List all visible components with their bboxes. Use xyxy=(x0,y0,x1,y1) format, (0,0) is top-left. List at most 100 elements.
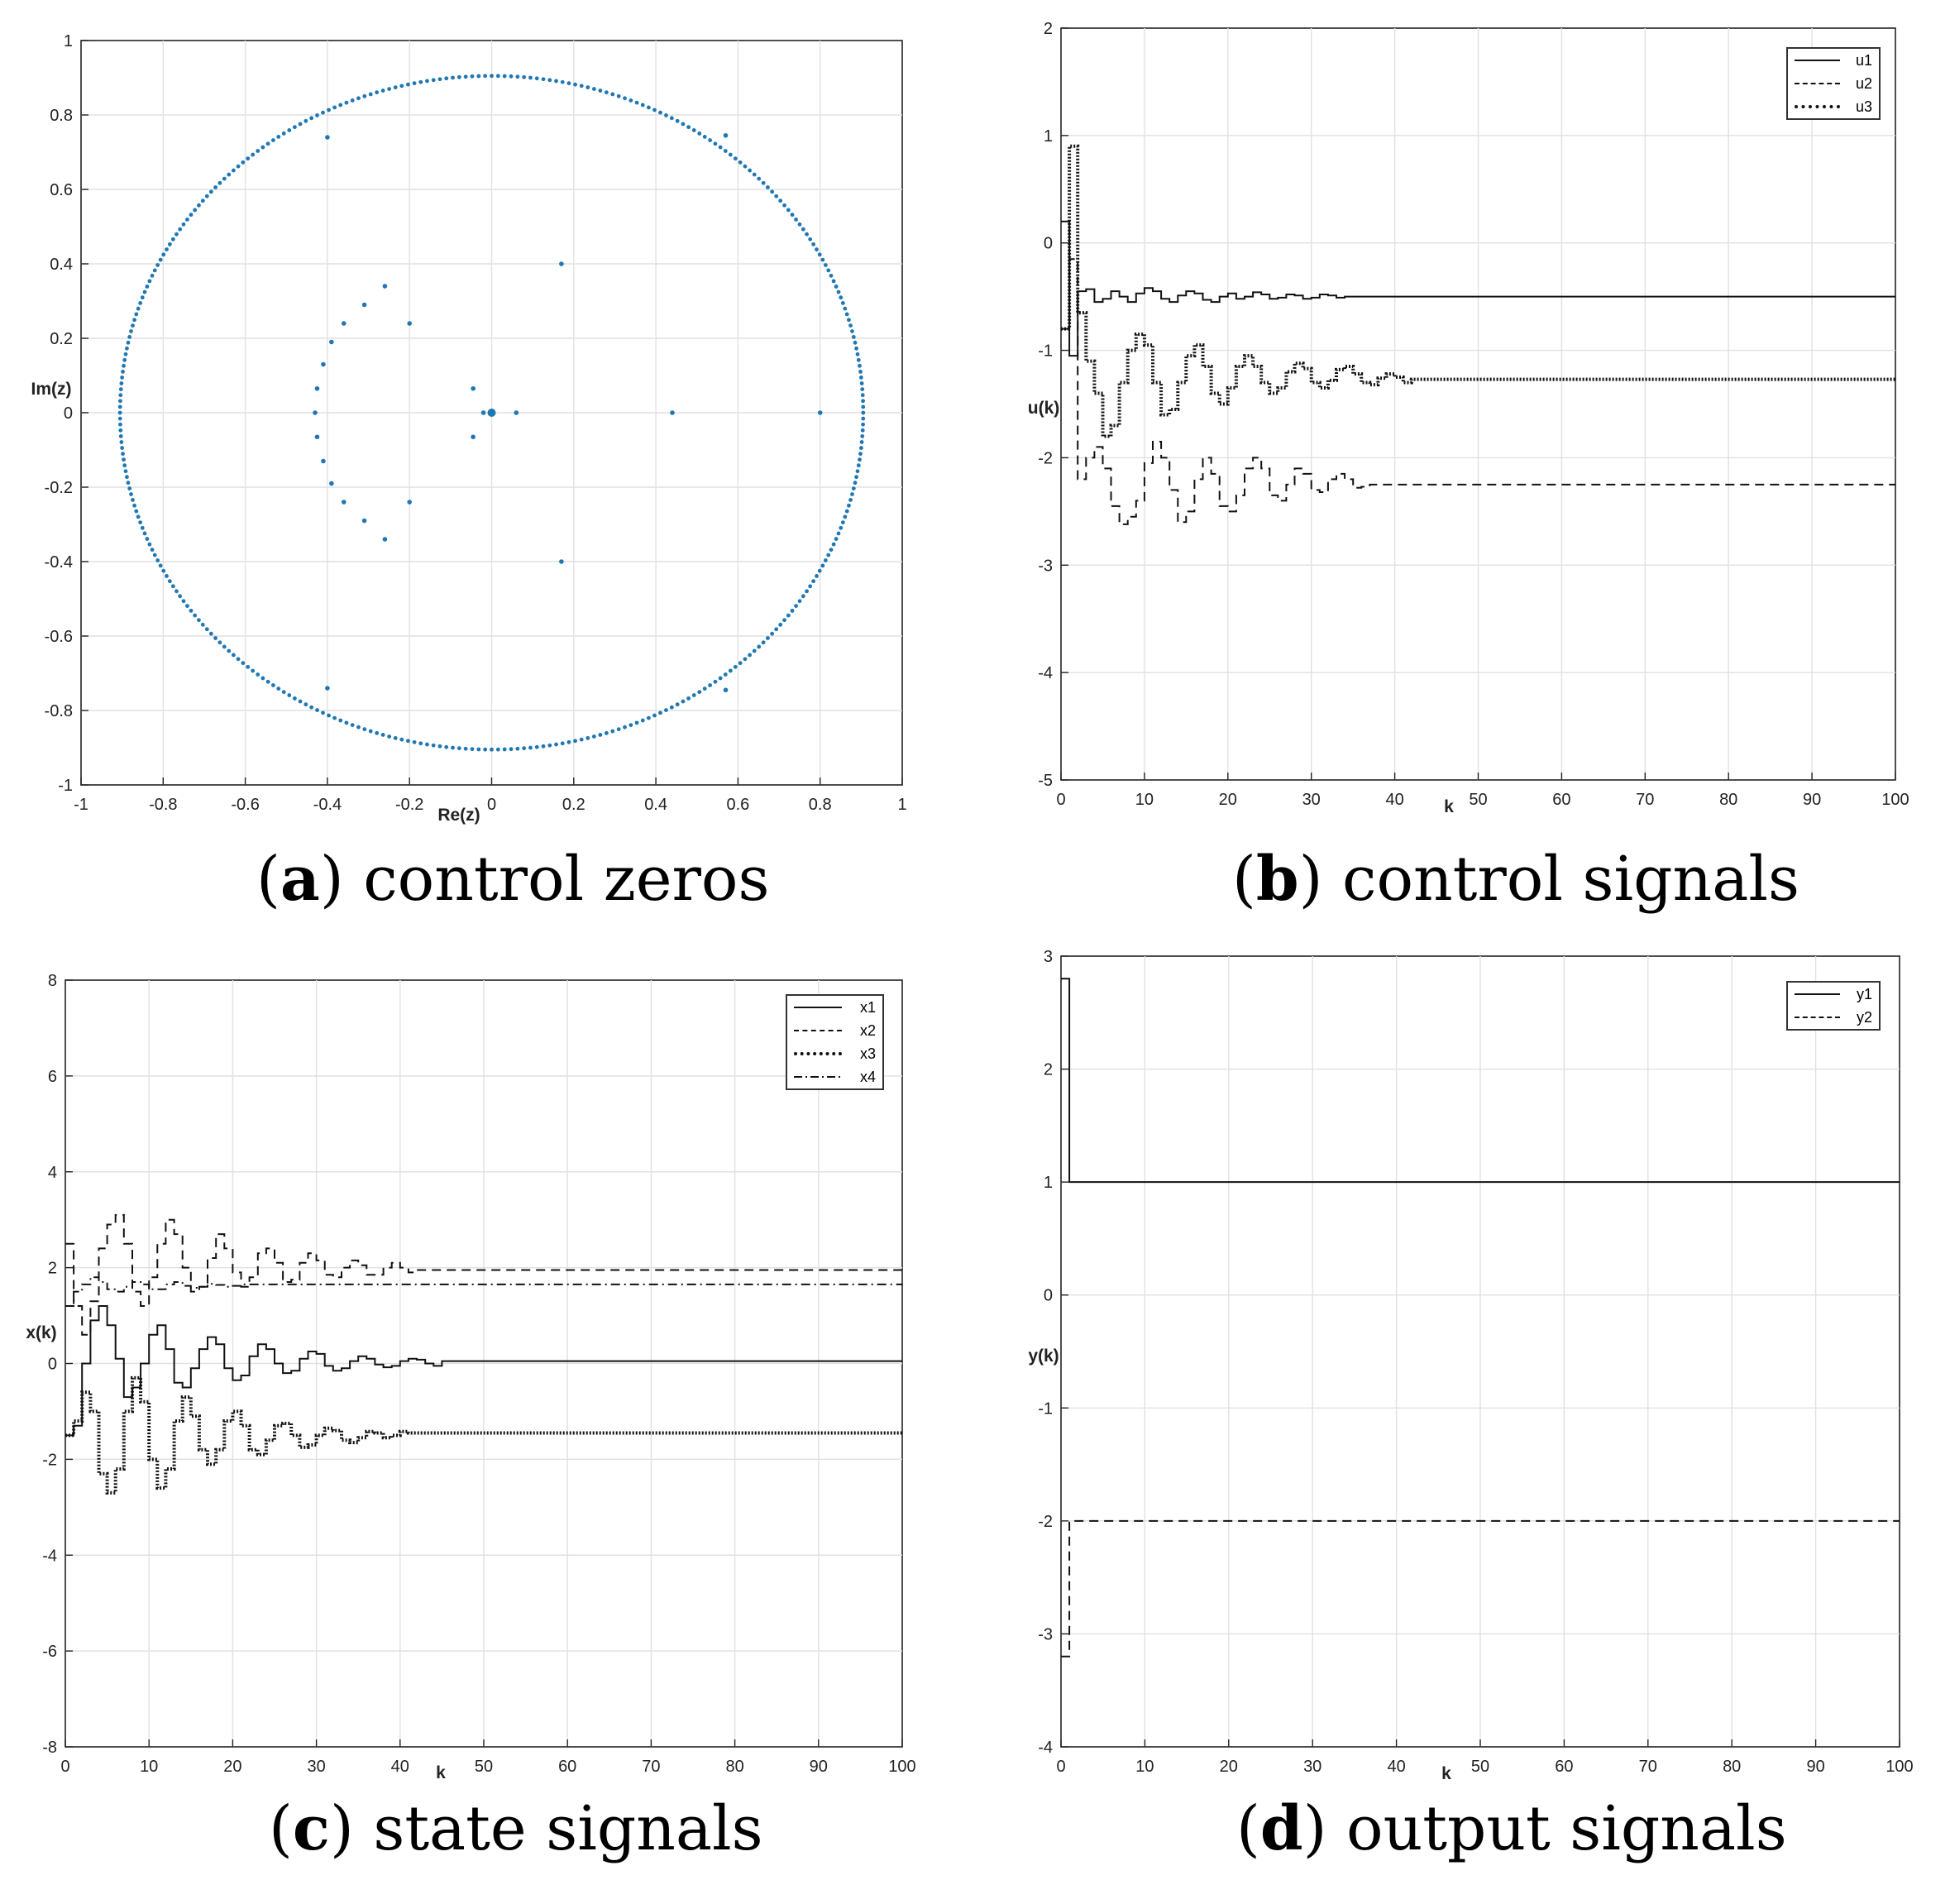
zero-point xyxy=(382,537,388,542)
circle-point xyxy=(303,702,308,707)
series-u1 xyxy=(1061,220,1895,357)
xtick-label-a: -0.4 xyxy=(313,796,342,814)
circle-point xyxy=(861,404,866,409)
circle-point xyxy=(150,548,155,553)
ytick-label-a: 0.6 xyxy=(50,181,73,199)
circle-point xyxy=(697,131,702,136)
circle-point xyxy=(125,346,129,351)
circle-point xyxy=(502,747,507,752)
xtick-label-a: -0.2 xyxy=(395,796,423,814)
xtick-label-d: 10 xyxy=(1135,1758,1154,1776)
circle-point xyxy=(774,627,779,632)
circle-point xyxy=(509,74,514,79)
circle-point xyxy=(515,746,520,751)
circle-point xyxy=(431,78,436,83)
circle-point xyxy=(839,525,844,530)
xtick-label-c: 90 xyxy=(810,1758,828,1776)
circle-point xyxy=(118,393,123,398)
circle-point xyxy=(718,676,723,681)
circle-point xyxy=(158,257,163,262)
ytick-label-b: -3 xyxy=(1038,557,1053,575)
legend-c: x1 x2 x3 x4 xyxy=(786,994,884,1090)
circle-point xyxy=(691,693,696,697)
circle-point xyxy=(840,301,845,305)
legend-item-u2: u2 xyxy=(1788,72,1879,95)
circle-point xyxy=(303,118,308,123)
circle-point xyxy=(356,725,361,730)
ytick-label-c: 4 xyxy=(48,1164,57,1182)
circle-point xyxy=(790,213,795,218)
legend-item-x3: x3 xyxy=(787,1042,882,1065)
circle-point xyxy=(748,653,753,658)
circle-point xyxy=(356,96,361,101)
circle-point xyxy=(368,92,373,97)
circle-point xyxy=(598,733,603,737)
circle-point xyxy=(399,737,404,742)
ylabel-b: u(k) xyxy=(1028,399,1060,418)
ytick-label-a: 1 xyxy=(64,32,73,50)
circle-point xyxy=(858,446,863,450)
circle-point xyxy=(591,87,596,91)
circle-point xyxy=(554,79,558,84)
circle-point xyxy=(686,696,691,701)
circle-point xyxy=(854,475,858,480)
circle-point xyxy=(147,542,152,547)
circle-point xyxy=(208,631,213,636)
circle-point xyxy=(855,469,860,474)
circle-point xyxy=(344,100,349,105)
circle-point xyxy=(437,744,442,749)
zero-point xyxy=(559,261,564,266)
ytick-label-b: -2 xyxy=(1038,449,1053,467)
circle-point xyxy=(437,77,442,82)
circle-point xyxy=(831,542,836,547)
circle-point xyxy=(170,584,175,589)
circle-point xyxy=(327,108,331,112)
circle-point xyxy=(309,705,314,710)
circle-point xyxy=(231,168,236,173)
circle-point xyxy=(801,594,805,599)
circle-point xyxy=(127,334,132,339)
circle-point xyxy=(652,108,657,112)
circle-point xyxy=(634,720,639,725)
ytick-label-d: 3 xyxy=(1044,948,1053,966)
circle-point xyxy=(463,746,468,751)
circle-point xyxy=(298,699,303,704)
circle-point xyxy=(847,503,851,508)
circle-point xyxy=(856,357,861,362)
ytick-label-b: 2 xyxy=(1044,20,1053,38)
circle-point xyxy=(425,79,429,84)
xtick-label-d: 90 xyxy=(1806,1758,1824,1776)
circle-point xyxy=(260,676,265,681)
xtick-label-c: 60 xyxy=(558,1758,576,1776)
circle-point xyxy=(189,608,194,613)
circle-point xyxy=(251,668,256,673)
zero-point xyxy=(341,500,347,505)
ytick-label-c: -8 xyxy=(42,1739,57,1757)
circle-point xyxy=(502,74,507,79)
circle-point xyxy=(315,708,319,712)
circle-point xyxy=(554,742,558,747)
circle-point xyxy=(444,76,449,81)
circle-point xyxy=(292,125,297,130)
circle-point xyxy=(236,164,241,169)
circle-point xyxy=(456,746,461,751)
circle-point xyxy=(743,657,748,662)
circle-point xyxy=(165,574,169,578)
circle-point xyxy=(757,644,762,649)
circle-point xyxy=(859,440,864,444)
circle-point xyxy=(344,720,349,725)
circle-point xyxy=(723,672,728,677)
circle-point xyxy=(718,145,723,150)
circle-point xyxy=(161,568,166,573)
circle-point xyxy=(560,741,565,746)
circle-point xyxy=(145,537,150,541)
circle-point xyxy=(265,141,270,146)
circle-point xyxy=(147,279,152,284)
circle-point xyxy=(138,520,143,524)
circle-point xyxy=(174,232,179,237)
circle-point xyxy=(375,90,380,95)
circle-point xyxy=(217,180,222,185)
circle-point xyxy=(241,661,246,666)
circle-point xyxy=(853,340,858,345)
zero-point xyxy=(341,321,347,326)
